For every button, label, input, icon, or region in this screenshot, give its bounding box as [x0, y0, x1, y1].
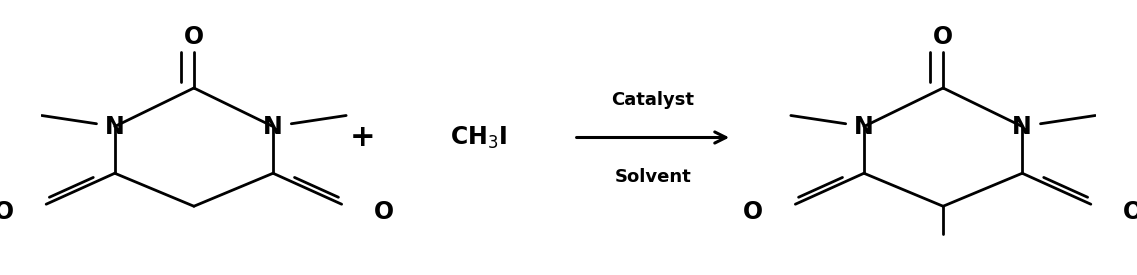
Text: O: O: [374, 200, 393, 224]
Text: O: O: [0, 200, 14, 224]
Text: N: N: [854, 114, 874, 139]
Text: O: O: [184, 25, 204, 49]
Text: Catalyst: Catalyst: [612, 91, 695, 109]
Text: N: N: [1012, 114, 1032, 139]
Text: O: O: [744, 200, 763, 224]
Text: CH$_3$I: CH$_3$I: [450, 124, 507, 151]
Text: Solvent: Solvent: [614, 168, 691, 186]
Text: O: O: [1123, 200, 1137, 224]
Text: N: N: [263, 114, 283, 139]
Text: O: O: [933, 25, 953, 49]
Text: N: N: [105, 114, 125, 139]
Text: +: +: [350, 123, 375, 152]
